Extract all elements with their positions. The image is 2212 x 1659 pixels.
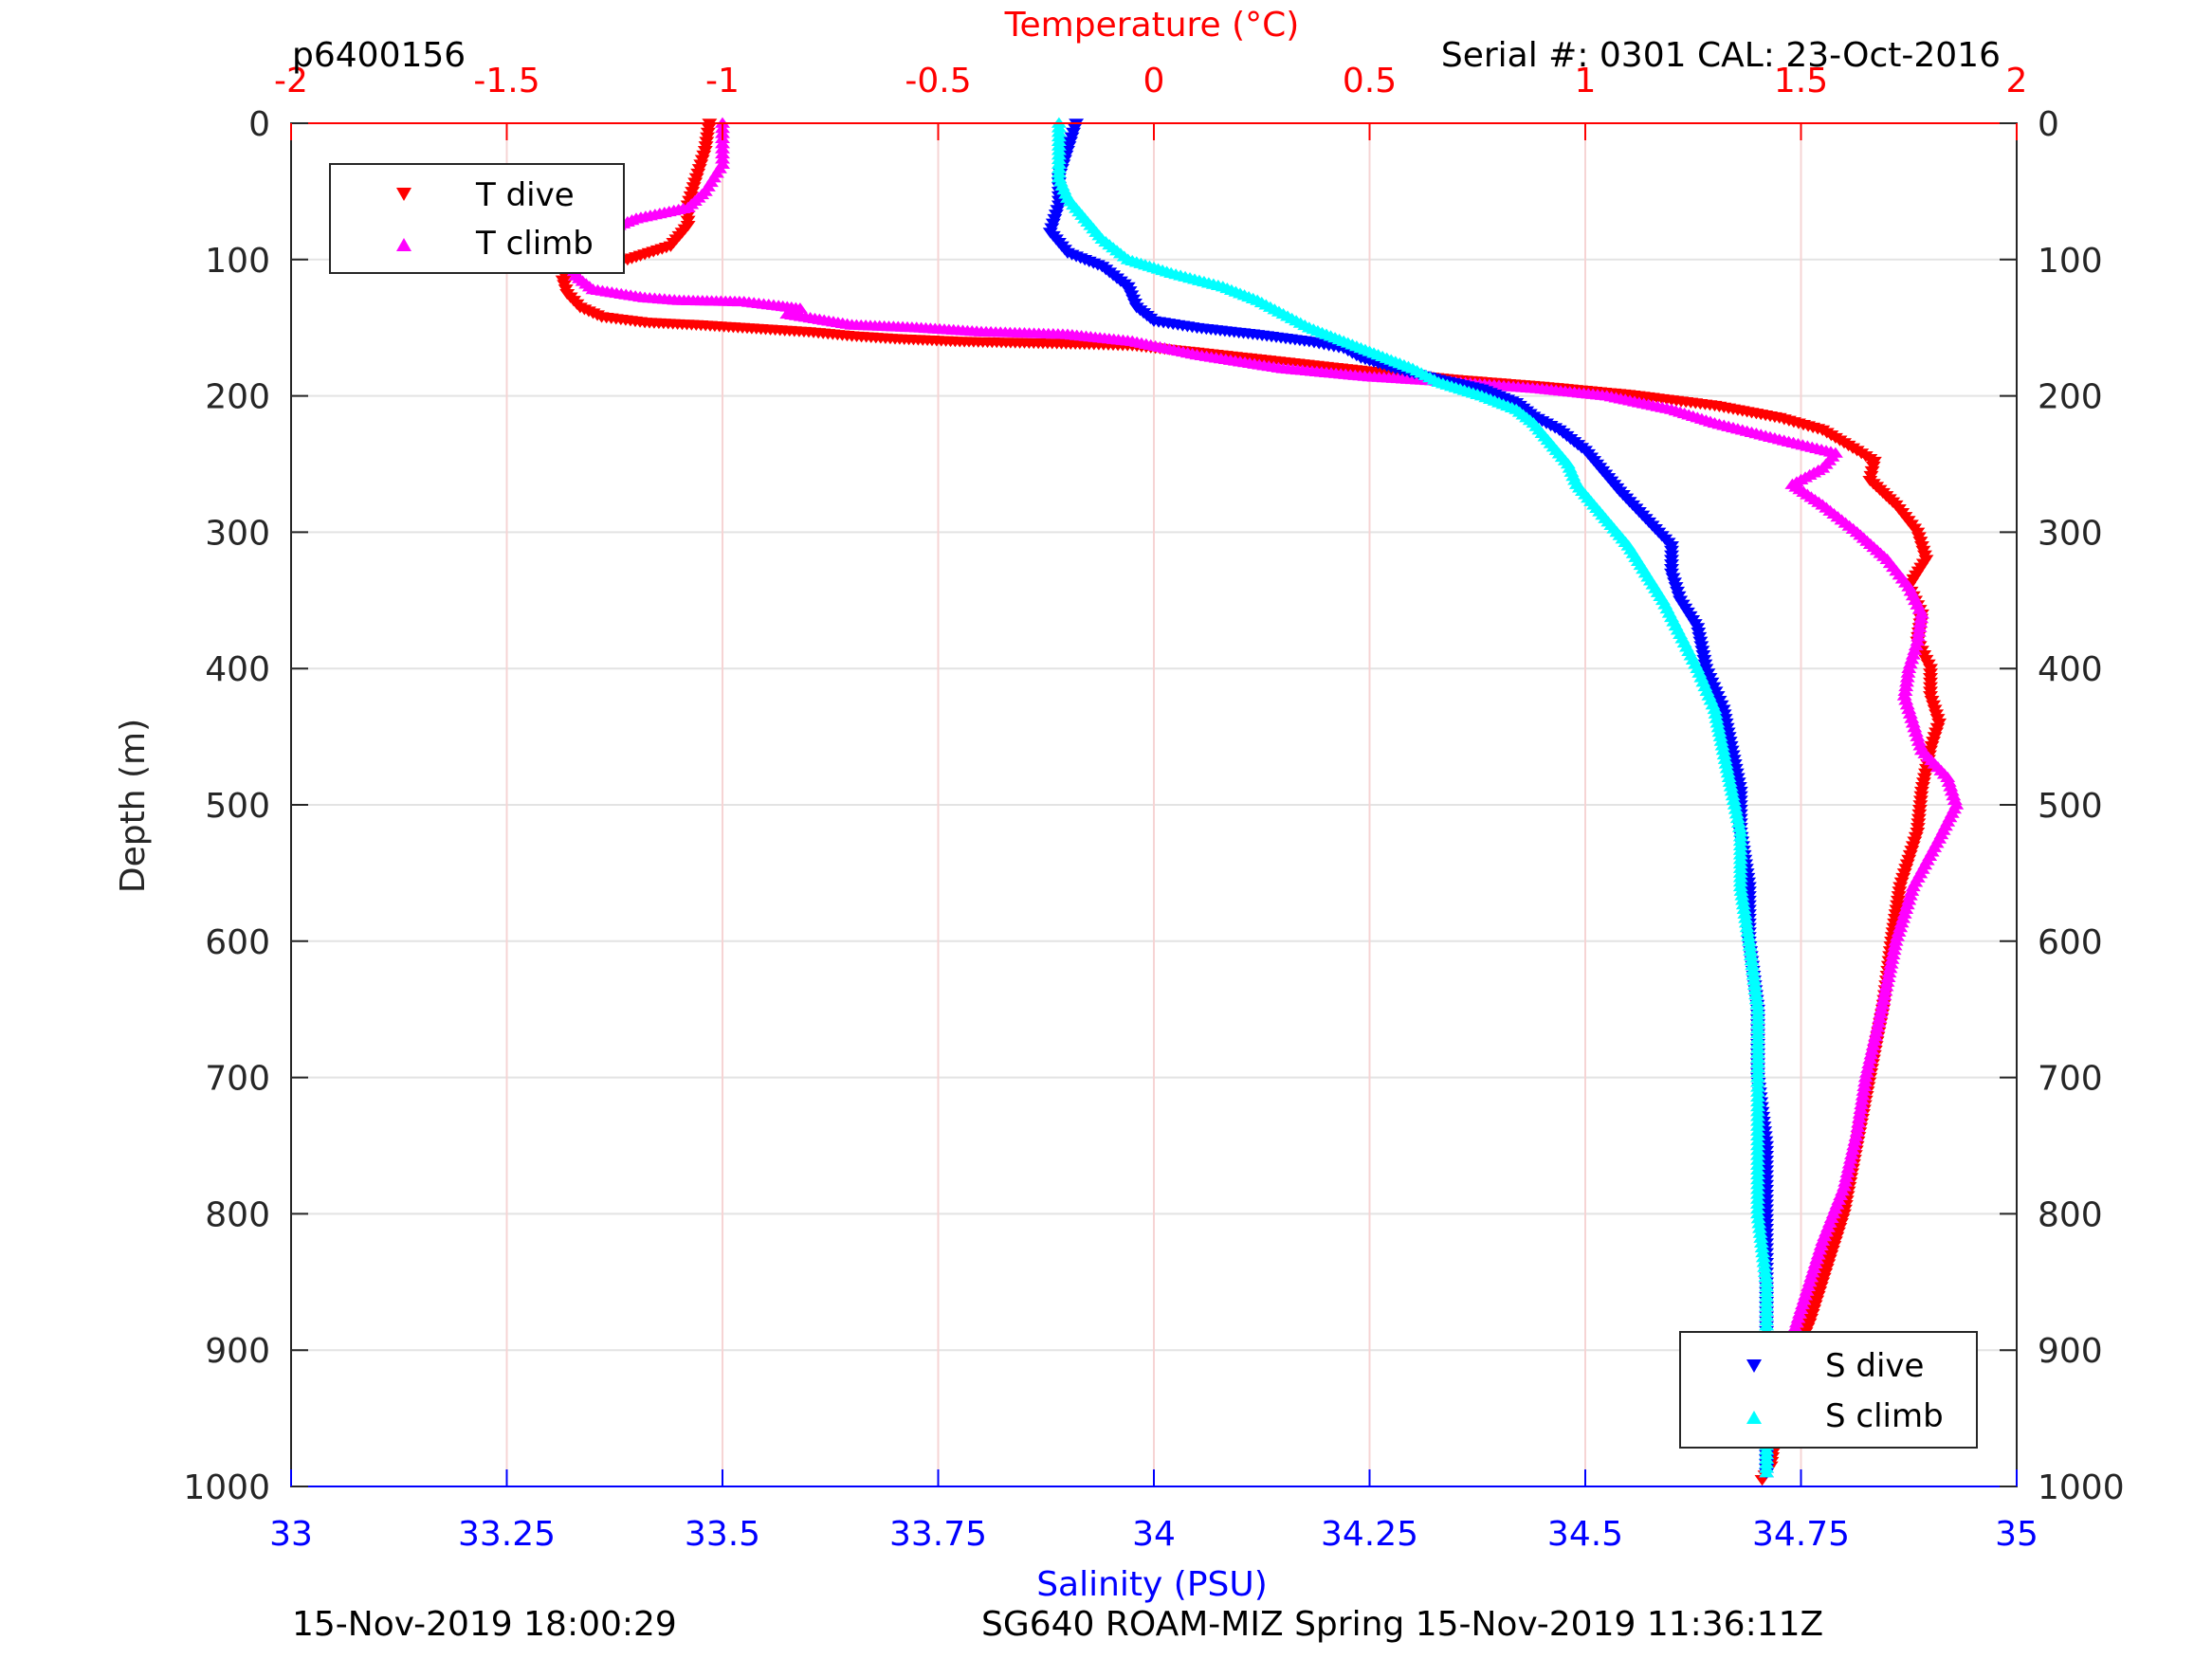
depth-tick-label-right: 300 bbox=[2038, 514, 2103, 553]
temperature-axis-title: Temperature (°C) bbox=[1004, 6, 1300, 45]
depth-tick-label-left: 1000 bbox=[183, 1468, 270, 1507]
salinity-legend-box bbox=[1679, 1331, 1978, 1449]
temperature-tick-label: -1 bbox=[705, 62, 740, 100]
temperature-legend-box bbox=[329, 163, 625, 274]
salinity-legend: S dive S climb bbox=[1679, 1331, 1978, 1449]
salinity-tick-label: 33.5 bbox=[685, 1515, 760, 1554]
depth-tick-label-left: 600 bbox=[205, 923, 270, 962]
depth-axis-title: Depth (m) bbox=[114, 719, 153, 893]
temperature-tick-label: 0.5 bbox=[1343, 62, 1397, 100]
depth-tick-label-right: 600 bbox=[2038, 923, 2103, 962]
salinity-tick-label: 33.25 bbox=[458, 1515, 556, 1554]
salinity-tick-label: 33 bbox=[269, 1515, 313, 1554]
depth-tick-label-left: 300 bbox=[205, 514, 270, 553]
temperature-tick-label: 0 bbox=[1143, 62, 1165, 100]
profile-id: p6400156 bbox=[292, 36, 466, 75]
depth-tick-label-left: 500 bbox=[205, 787, 270, 826]
depth-tick-label-right: 0 bbox=[2038, 105, 2059, 144]
axis-tick-labels: 0 0 100 100 200 200 300 300 400 400 500 500 600 600 70… bbox=[183, 62, 2124, 1554]
depth-tick-label-right: 500 bbox=[2038, 787, 2103, 826]
temperature-tick-label: -1.5 bbox=[473, 62, 539, 100]
salinity-tick-label: 33.75 bbox=[889, 1515, 987, 1554]
salinity-axis-title: Salinity (PSU) bbox=[1036, 1565, 1268, 1604]
depth-tick-label-left: 900 bbox=[205, 1332, 270, 1371]
depth-tick-label-right: 900 bbox=[2038, 1332, 2103, 1371]
depth-tick-label-right: 800 bbox=[2038, 1195, 2103, 1234]
depth-tick-label-right: 1000 bbox=[2038, 1468, 2125, 1507]
salinity-tick-label: 35 bbox=[1995, 1515, 2038, 1554]
temperature-tick-label: 1.5 bbox=[1774, 62, 1828, 100]
legend-marker-s-climb bbox=[1746, 1411, 1762, 1424]
footer-timestamp: 15-Nov-2019 18:00:29 bbox=[292, 1605, 677, 1644]
markers-s-dive bbox=[1042, 118, 1775, 1480]
serial-calibration: Serial #: 0301 CAL: 23-Oct-2016 bbox=[1441, 36, 2001, 75]
series-s-climb bbox=[1051, 117, 1775, 1478]
temperature-tick-label: 2 bbox=[2006, 62, 2028, 100]
salinity-tick-label: 34.5 bbox=[1547, 1515, 1623, 1554]
legend-marker-t-dive bbox=[396, 188, 411, 201]
footer-mission: SG640 ROAM-MIZ Spring 15-Nov-2019 11:36:… bbox=[981, 1605, 1823, 1644]
temperature-legend: T dive T climb bbox=[329, 163, 625, 274]
markers-t-climb bbox=[563, 117, 1965, 1478]
temperature-tick-label: 1 bbox=[1575, 62, 1597, 100]
legend-label-s-dive: S dive bbox=[1825, 1347, 1924, 1385]
legend-marker-t-climb bbox=[396, 238, 411, 251]
data-markers bbox=[555, 117, 1965, 1486]
salinity-tick-label: 34 bbox=[1132, 1515, 1176, 1554]
depth-tick-label-left: 400 bbox=[205, 650, 270, 689]
depth-tick-label-left: 800 bbox=[205, 1195, 270, 1234]
depth-tick-label-left: 100 bbox=[205, 242, 270, 281]
legend-marker-s-dive bbox=[1746, 1359, 1762, 1373]
salinity-tick-label: 34.75 bbox=[1752, 1515, 1850, 1554]
depth-tick-label-right: 700 bbox=[2038, 1060, 2103, 1099]
depth-tick-label-right: 400 bbox=[2038, 650, 2103, 689]
legend-label-t-dive: T dive bbox=[475, 176, 575, 214]
grid bbox=[290, 122, 2018, 1487]
markers-s-climb bbox=[1051, 117, 1775, 1478]
temperature-tick-label: -0.5 bbox=[905, 62, 971, 100]
depth-tick-label-left: 200 bbox=[205, 378, 270, 417]
series-s-dive bbox=[1042, 118, 1775, 1480]
series-t-climb bbox=[563, 117, 1965, 1478]
depth-tick-label-right: 100 bbox=[2038, 242, 2103, 281]
legend-label-s-climb: S climb bbox=[1825, 1397, 1944, 1435]
legend-label-t-climb: T climb bbox=[475, 225, 594, 263]
salinity-tick-label: 34.25 bbox=[1321, 1515, 1418, 1554]
temperature-tick-label: -2 bbox=[274, 62, 308, 100]
depth-tick-label-right: 200 bbox=[2038, 378, 2103, 417]
depth-tick-label-left: 0 bbox=[248, 105, 270, 144]
axis-ticks bbox=[290, 122, 2018, 1487]
depth-tick-label-left: 700 bbox=[205, 1060, 270, 1099]
